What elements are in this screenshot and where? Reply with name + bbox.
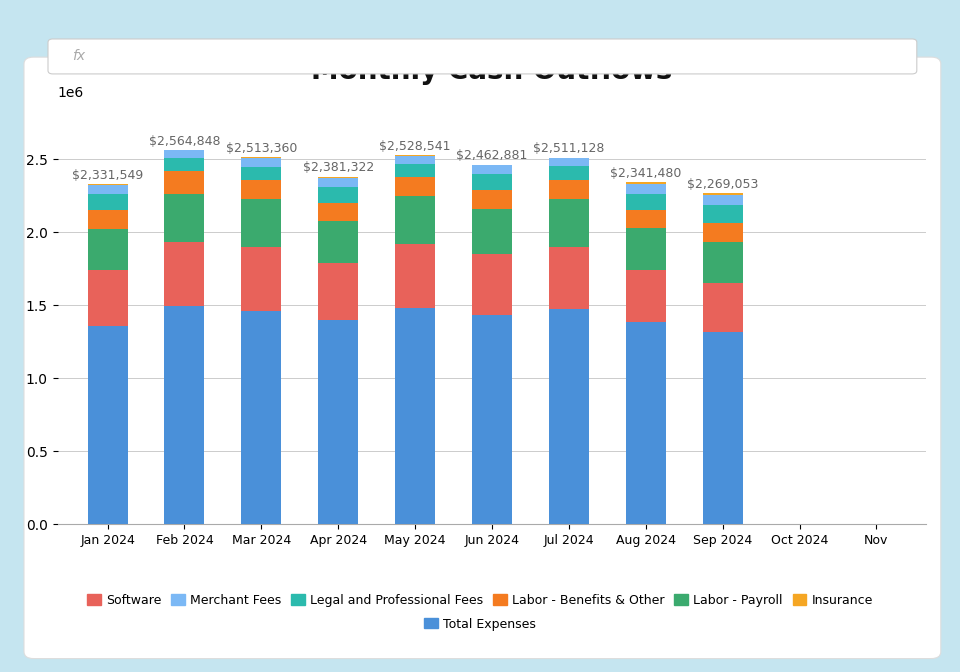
Title: Monthly Cash Outflows: Monthly Cash Outflows [311,56,673,85]
Text: $2,381,322: $2,381,322 [302,161,373,174]
Bar [396,196,435,244]
Bar [164,171,204,194]
Bar [319,204,358,221]
Bar [626,210,666,228]
Bar [396,244,435,308]
Bar [703,193,743,195]
Legend: Software, Merchant Fees, Legal and Professional Fees, Labor - Benefits & Other, : Software, Merchant Fees, Legal and Profe… [83,589,877,612]
Bar [164,194,204,242]
Text: $2,341,480: $2,341,480 [611,167,682,180]
Bar [164,151,204,158]
Bar [703,223,743,242]
Bar [87,269,128,327]
Text: $2,511,128: $2,511,128 [533,142,605,155]
Bar [549,199,588,247]
Bar [87,327,128,524]
Bar [164,242,204,306]
Text: $2,564,848: $2,564,848 [149,134,220,148]
Bar [472,209,512,254]
Bar [549,247,588,309]
Bar [626,270,666,323]
Bar [87,185,128,194]
Bar [87,183,128,185]
Bar [241,159,281,167]
Bar [703,242,743,283]
Bar [626,228,666,270]
Bar [549,157,588,159]
Bar [241,167,281,180]
Bar [319,263,358,320]
Bar [396,156,435,163]
Text: fx: fx [72,49,85,63]
Bar [164,158,204,171]
Text: $2,513,360: $2,513,360 [226,142,297,155]
Bar [87,229,128,269]
Bar [319,221,358,263]
Bar [626,184,666,194]
Bar [472,174,512,190]
Bar [87,210,128,229]
Bar [241,157,281,159]
Bar [626,194,666,210]
Bar [319,320,358,524]
Bar [396,308,435,524]
Bar [703,205,743,223]
Bar [703,332,743,524]
Bar [472,254,512,315]
Legend: Total Expenses: Total Expenses [420,612,540,636]
Bar [396,177,435,196]
Bar [164,306,204,524]
Bar [703,283,743,332]
Text: $2,462,881: $2,462,881 [456,149,528,163]
Bar [241,180,281,200]
Bar [472,165,512,174]
Text: $2,269,053: $2,269,053 [687,177,758,191]
Bar [472,190,512,209]
Bar [396,163,435,177]
Bar [241,311,281,524]
Bar [549,180,588,199]
Bar [549,309,588,524]
Bar [626,323,666,524]
Bar [319,178,358,187]
Bar [319,177,358,178]
Bar [241,247,281,311]
Bar [472,315,512,524]
Bar [241,200,281,247]
Bar [87,194,128,210]
Bar [703,195,743,205]
Text: $2,528,541: $2,528,541 [379,140,451,153]
Text: $2,331,549: $2,331,549 [72,169,143,181]
Bar [626,182,666,184]
Bar [549,159,588,167]
Bar [319,187,358,204]
Bar [549,167,588,180]
